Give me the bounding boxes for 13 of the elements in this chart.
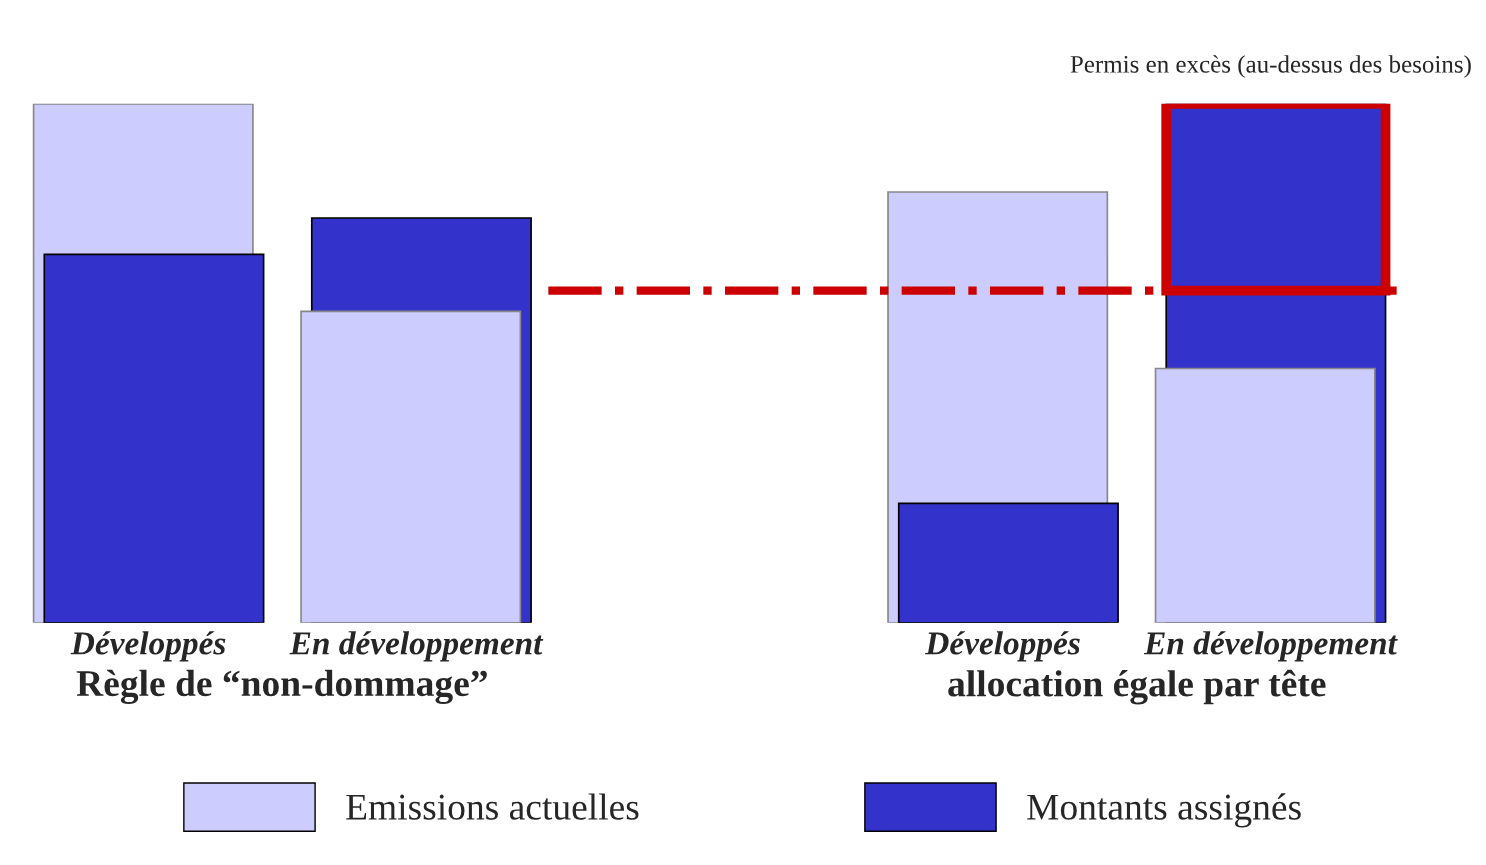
x-tick-label: Développés (70, 631, 226, 662)
x-axis-title: allocation égale par tête (948, 669, 1326, 705)
bar (300, 310, 522, 623)
legend-label: Emissions actuelles (346, 793, 639, 820)
x-axis-title: Règle de “non-dommage” (76, 669, 487, 705)
annotation: Permis en excès (au-dessus des besoins) (1070, 55, 1471, 78)
x-tick-label: En développement (289, 631, 544, 662)
bar (43, 253, 265, 623)
bar (897, 502, 1119, 623)
x-tick-label: Développés (925, 631, 1080, 662)
x-tick-label: En développement (1143, 631, 1398, 662)
bar (1154, 367, 1376, 623)
legend-label: Montants assignés (1027, 793, 1301, 828)
